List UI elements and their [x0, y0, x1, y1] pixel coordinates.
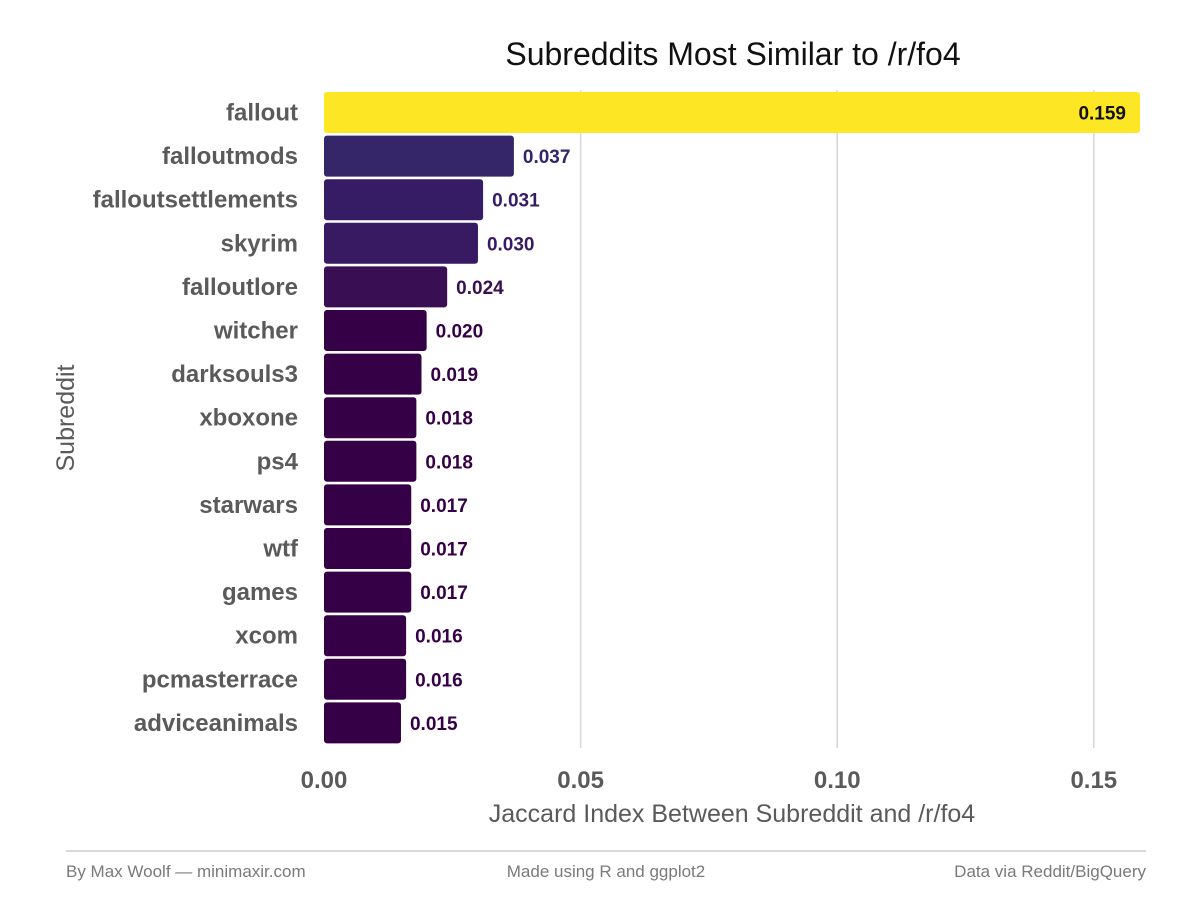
- category-label: skyrim: [221, 230, 298, 257]
- bar: [324, 179, 484, 221]
- bar: [324, 222, 478, 264]
- footer-source: Data via Reddit/BigQuery: [954, 862, 1146, 881]
- value-label: 0.020: [436, 322, 484, 343]
- value-label: 0.037: [523, 147, 571, 168]
- bar: [324, 353, 422, 395]
- value-label: 0.031: [492, 191, 540, 212]
- category-label: xboxone: [199, 405, 298, 432]
- value-label: 0.159: [1078, 104, 1126, 125]
- x-tick-label: 0.10: [814, 767, 861, 794]
- value-label: 0.017: [420, 540, 468, 561]
- value-label: 0.016: [415, 627, 463, 648]
- category-label: games: [222, 579, 298, 606]
- bar: [324, 440, 417, 482]
- category-label: darksouls3: [171, 361, 298, 388]
- x-axis-title: Jaccard Index Between Subreddit and /r/f…: [489, 800, 976, 828]
- category-label: witcher: [213, 318, 298, 345]
- category-label: falloutlore: [182, 274, 298, 301]
- value-label: 0.024: [456, 278, 504, 299]
- footer-author: By Max Woolf — minimaxir.com: [66, 862, 306, 881]
- value-label: 0.018: [425, 452, 473, 473]
- value-labels: 0.159 0.037 0.031 0.030 0.024 0.020 0.019 0.018…: [410, 104, 1126, 735]
- value-label: 0.017: [420, 583, 468, 604]
- bar: [324, 571, 412, 613]
- category-label: pcmasterrace: [142, 666, 298, 693]
- bar: [324, 266, 448, 308]
- value-label: 0.018: [425, 409, 473, 430]
- category-label: adviceanimals: [134, 710, 298, 737]
- x-tick-label: 0.05: [557, 767, 604, 794]
- value-label: 0.017: [420, 496, 468, 517]
- bars: [324, 92, 1140, 744]
- chart-title: Subreddits Most Similar to /r/fo4: [505, 36, 960, 72]
- x-tick-label: 0.00: [301, 767, 348, 794]
- x-tick-labels: 0.00 0.05 0.10 0.15: [301, 767, 1118, 794]
- x-tick-label: 0.15: [1070, 767, 1117, 794]
- category-label: falloutsettlements: [93, 187, 298, 214]
- value-label: 0.030: [487, 234, 535, 255]
- value-label: 0.019: [431, 365, 479, 386]
- bar: [324, 397, 417, 439]
- value-label: 0.016: [415, 670, 463, 691]
- footer-tools: Made using R and ggplot2: [507, 862, 705, 881]
- category-label: fallout: [226, 100, 298, 127]
- category-label: wtf: [262, 536, 299, 563]
- bar: [324, 310, 427, 351]
- category-label: xcom: [235, 623, 298, 650]
- bar: [324, 92, 1140, 133]
- bar: [324, 615, 407, 657]
- gridlines: [579, 90, 1095, 748]
- category-label: ps4: [257, 448, 299, 475]
- y-axis-title: Subreddit: [52, 364, 80, 471]
- category-label: starwars: [199, 492, 298, 519]
- category-labels: fallout falloutmods falloutsettlements skyr…: [93, 100, 299, 737]
- bar: [324, 658, 407, 700]
- bar: [324, 702, 401, 744]
- bar: [324, 528, 412, 569]
- bar: [324, 484, 412, 526]
- bar: [324, 135, 514, 177]
- category-label: falloutmods: [162, 143, 298, 170]
- value-label: 0.015: [410, 714, 458, 735]
